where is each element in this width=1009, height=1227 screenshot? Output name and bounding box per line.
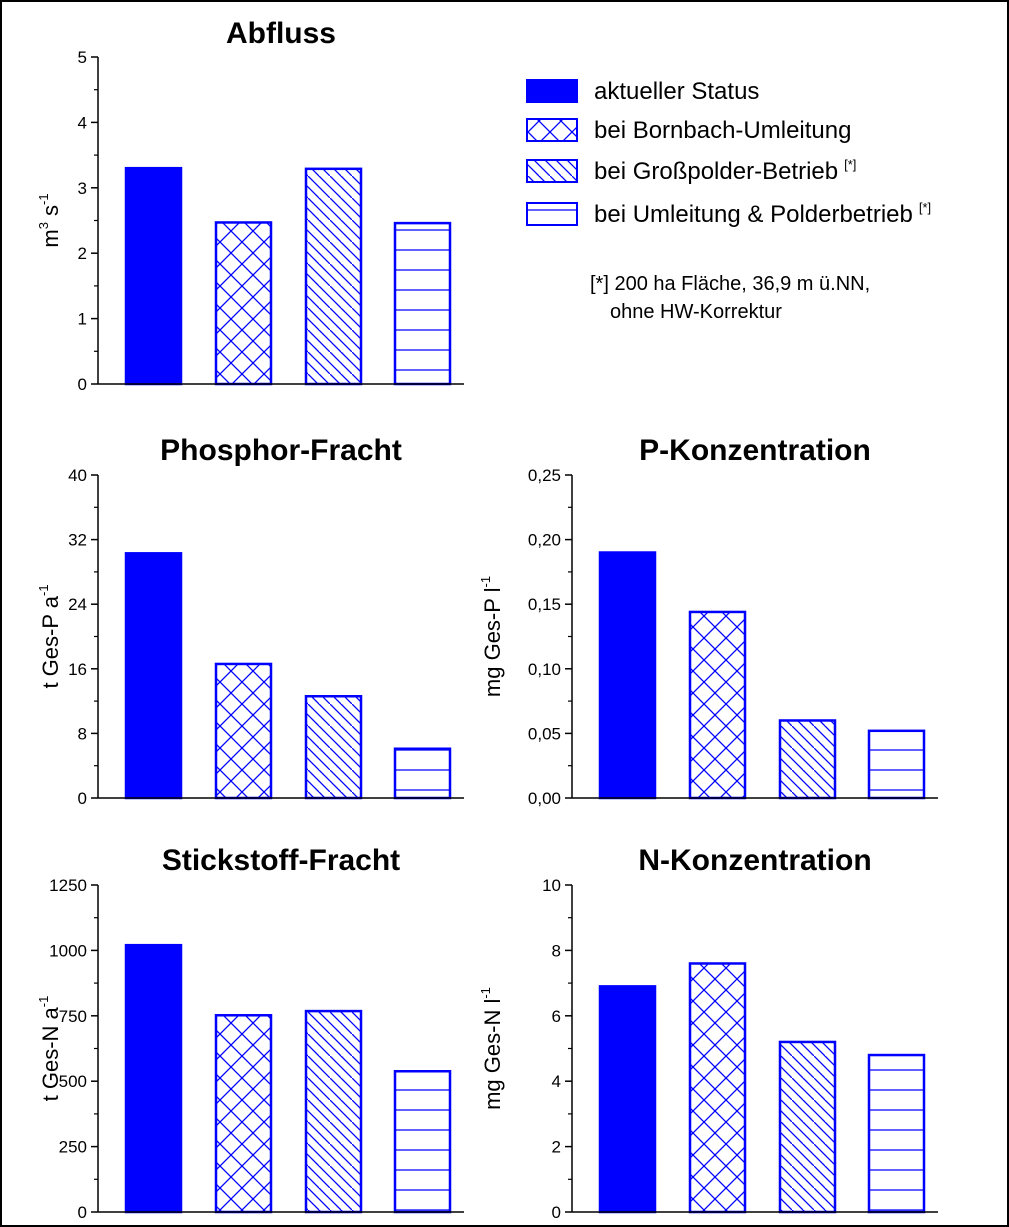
tick-label: 1250 [49,876,87,895]
tick-label: 6 [552,1007,561,1026]
legend-item-horizontal: bei Umleitung & Polderbetrieb [*] [526,200,931,228]
bar-horizontal [867,729,926,800]
y-axis-label: mg Ges-P l-1 [478,576,505,697]
tick-label: 0,00 [528,789,561,808]
bar-solid [598,985,657,1214]
tick-label: 0 [78,1203,87,1222]
tick-label: 5 [78,48,87,67]
legend-label: aktueller Status [594,78,759,105]
legend-item-crosshatch: bei Bornbach-Umleitung [526,117,851,144]
tick-label: 0,05 [528,724,561,743]
legend-label: bei Großpolder-Betrieb [*] [594,157,856,185]
chart-title: N-Konzentration [638,844,871,877]
bar-crosshatch [214,221,273,386]
tick-label: 250 [59,1138,87,1157]
bar-diagonal [304,1009,363,1214]
tick-label: 8 [552,941,561,960]
tick-label: 40 [68,466,87,485]
chart-panel-5: N-Konzentration 0 2 4 6 8 10 mg Ges-N l-1 [478,844,938,1222]
bar-crosshatch [688,610,747,800]
y-axis-label: t Ges-P a-1 [36,584,63,688]
chart-title: P-Konzentration [639,434,871,467]
legend-swatch [526,202,578,226]
bar-horizontal [393,1070,452,1214]
legend-item-diagonal: bei Großpolder-Betrieb [*] [526,157,856,185]
legend-item-solid: aktueller Status [526,78,759,105]
chart-title: Stickstoff-Fracht [162,844,400,877]
legend-swatch [526,159,578,183]
tick-label: 32 [68,531,87,550]
chart-panel-4: Stickstoff-Fracht 0 250 500 750 1000 1250 t Ges… [36,844,464,1222]
tick-label: 0,10 [528,660,561,679]
chart-panel-2: Phosphor-Fracht 0 8 16 24 32 40 t Ges-P a-1 [36,434,464,808]
tick-label: 1000 [49,941,87,960]
bar-diagonal [778,1040,837,1214]
y-axis-label: mg Ges-N l-1 [478,987,505,1110]
bar-horizontal [393,221,452,386]
bar-crosshatch [688,962,747,1214]
legend-label: bei Umleitung & Polderbetrieb [*] [594,200,931,228]
tick-label: 24 [68,595,87,614]
tick-label: 750 [59,1007,87,1026]
legend: aktueller Status bei Bornbach-Umleitung be… [526,78,931,323]
bar-diagonal [304,167,363,386]
tick-label: 0 [552,1203,561,1222]
tick-label: 10 [542,876,561,895]
tick-label: 4 [552,1072,561,1091]
tick-label: 1 [78,310,87,329]
tick-label: 500 [59,1072,87,1091]
tick-label: 0,15 [528,595,561,614]
chart-panel-3: P-Konzentration 0,00 0,05 0,10 0,15 0,20 0,25 m… [478,434,938,808]
tick-label: 16 [68,660,87,679]
bar-solid [598,551,657,800]
tick-label: 0,25 [528,466,561,485]
chart-title: Abfluss [226,17,336,50]
bar-diagonal [778,719,837,800]
y-axis-label: t Ges-N a-1 [36,996,63,1102]
chart-title: Phosphor-Fracht [160,434,402,467]
tick-label: 0,20 [528,531,561,550]
legend-note-line1: [*] 200 ha Fläche, 36,9 m ü.NN, [590,273,870,295]
y-axis-label: m3 s-1 [36,193,63,247]
tick-label: 3 [78,179,87,198]
legend-note-line2: ohne HW-Korrektur [610,301,782,323]
bar-horizontal [867,1053,926,1214]
bar-solid [124,552,183,800]
legend-swatch [526,79,578,103]
tick-label: 0 [78,375,87,394]
tick-label: 0 [78,789,87,808]
tick-label: 2 [552,1138,561,1157]
tick-label: 4 [78,113,87,132]
legend-swatch [526,118,578,142]
bar-solid [124,166,183,386]
tick-label: 2 [78,244,87,263]
bar-crosshatch [214,1014,273,1214]
bar-crosshatch [214,662,273,800]
bar-solid [124,943,183,1214]
bar-horizontal [393,747,452,800]
legend-label: bei Bornbach-Umleitung [594,117,851,144]
chart-panel-1: Abfluss 0 1 2 3 4 5 m3 s-1 [36,17,464,394]
bar-diagonal [304,695,363,800]
tick-label: 8 [78,724,87,743]
